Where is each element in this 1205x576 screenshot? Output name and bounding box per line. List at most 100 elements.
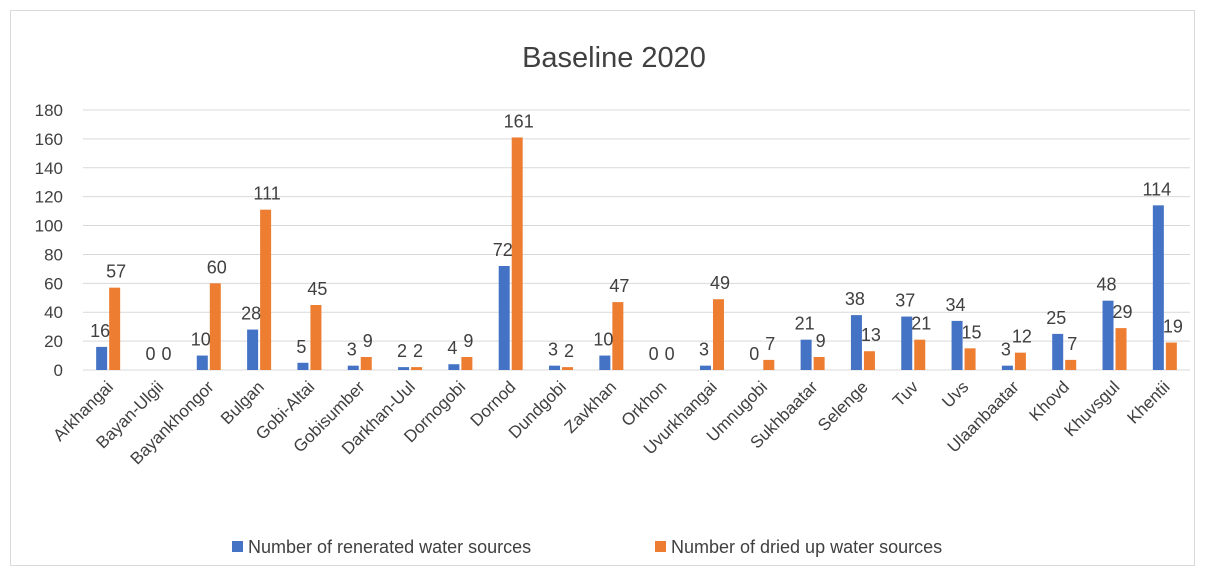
data-label: 4: [447, 338, 457, 358]
data-label: 114: [1142, 179, 1171, 199]
data-label: 0: [665, 344, 675, 364]
bar-renerated: [297, 362, 309, 370]
bar-dried-up: [914, 339, 926, 370]
bar-renerated: [549, 365, 561, 370]
data-label: 48: [1097, 275, 1117, 295]
data-label: 37: [895, 291, 915, 311]
data-label: 0: [649, 344, 659, 364]
data-label: 25: [1046, 308, 1066, 328]
data-label: 72: [493, 240, 513, 260]
data-label: 9: [816, 331, 826, 351]
legend-swatch: [232, 541, 243, 552]
bars: [96, 137, 1177, 370]
y-tick-label: 0: [54, 361, 63, 380]
bar-renerated: [1152, 205, 1164, 370]
bar-renerated: [96, 346, 108, 370]
data-label: 7: [1067, 334, 1077, 354]
bar-dried-up: [562, 367, 574, 370]
bar-dried-up: [511, 137, 523, 370]
bar-dried-up: [964, 348, 976, 370]
bar-renerated: [800, 339, 812, 370]
data-label: 21: [795, 314, 815, 334]
bar-dried-up: [612, 302, 624, 370]
data-label: 21: [911, 314, 931, 334]
data-label: 28: [241, 304, 261, 324]
bar-dried-up: [1065, 359, 1077, 370]
data-label: 3: [699, 340, 709, 360]
bar-dried-up: [1014, 352, 1026, 370]
bar-renerated: [901, 316, 913, 370]
bar-renerated: [247, 329, 259, 370]
data-label: 111: [253, 184, 280, 204]
bar-dried-up: [1115, 328, 1127, 370]
bar-dried-up: [712, 299, 724, 370]
bar-dried-up: [763, 359, 775, 370]
bar-renerated: [1001, 365, 1013, 370]
data-label: 9: [363, 331, 373, 351]
y-tick-label: 100: [35, 217, 63, 236]
bar-renerated: [951, 320, 963, 370]
bar-dried-up: [1165, 342, 1177, 370]
bar-dried-up: [310, 305, 322, 370]
bar-renerated: [1102, 300, 1114, 370]
bar-dried-up: [260, 209, 272, 370]
data-label: 2: [564, 341, 574, 361]
bar-dried-up: [360, 357, 372, 370]
data-label: 60: [207, 257, 227, 277]
data-label: 9: [463, 331, 473, 351]
data-label: 161: [504, 111, 534, 131]
bar-dried-up: [109, 287, 121, 370]
legend: Number of renerated water sources Number …: [232, 537, 942, 557]
y-tick-label: 20: [44, 332, 63, 351]
data-label: 38: [845, 289, 865, 309]
bar-dried-up: [411, 367, 423, 370]
bar-renerated: [599, 355, 611, 370]
bar-renerated: [498, 266, 510, 370]
bar-renerated: [448, 364, 460, 370]
y-tick-label: 180: [35, 101, 63, 120]
chart-title: Baseline 2020: [522, 42, 706, 74]
bar-dried-up: [209, 283, 221, 370]
chart-border: [10, 10, 1195, 566]
data-label: 19: [1163, 317, 1183, 337]
data-label: 10: [593, 330, 613, 350]
y-tick-label: 120: [35, 188, 63, 207]
data-label: 29: [1113, 302, 1133, 322]
data-label: 0: [145, 344, 155, 364]
data-label: 45: [307, 279, 327, 299]
data-label: 3: [548, 340, 558, 360]
data-label: 15: [962, 322, 982, 342]
data-label: 0: [161, 344, 171, 364]
data-label: 3: [347, 340, 357, 360]
bar-dried-up: [813, 357, 825, 370]
data-label: 0: [749, 344, 759, 364]
legend-label: Number of dried up water sources: [671, 537, 942, 557]
legend-swatch: [655, 541, 666, 552]
data-label: 13: [861, 325, 881, 345]
bar-renerated: [196, 355, 208, 370]
data-label: 12: [1012, 327, 1032, 347]
data-label: 2: [413, 341, 423, 361]
legend-label: Number of renerated water sources: [248, 537, 531, 557]
data-label: 34: [946, 295, 966, 315]
data-label: 47: [609, 276, 629, 296]
data-label: 49: [710, 273, 730, 293]
data-label: 57: [106, 262, 126, 282]
bar-dried-up: [863, 351, 875, 370]
bar-renerated: [347, 365, 359, 370]
bar-renerated: [398, 367, 410, 370]
y-axis-ticks: 0 20 40 60 80 100 120 140 160 180: [35, 101, 63, 380]
y-tick-label: 60: [44, 274, 63, 293]
y-tick-label: 40: [44, 303, 63, 322]
bar-renerated: [1052, 333, 1064, 370]
bar-renerated: [699, 365, 711, 370]
data-label: 3: [1001, 340, 1011, 360]
data-label: 5: [296, 337, 306, 357]
y-tick-label: 160: [35, 130, 63, 149]
bar-renerated: [850, 315, 862, 370]
y-tick-label: 140: [35, 159, 63, 178]
bar-dried-up: [461, 357, 473, 370]
data-label: 7: [765, 334, 775, 354]
data-label: 16: [90, 321, 110, 341]
